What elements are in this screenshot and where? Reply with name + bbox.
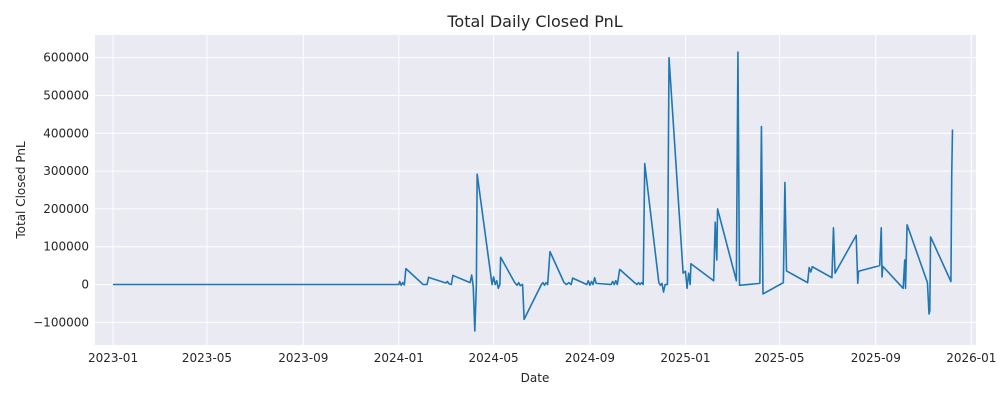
y-tick-label: 200000 (43, 202, 89, 216)
y-tick-label: 500000 (43, 88, 89, 102)
plot-area (95, 35, 976, 345)
series-layer (113, 51, 954, 332)
x-tick-label: 2023-01 (88, 351, 138, 365)
x-tick-label: 2023-05 (182, 351, 232, 365)
y-tick-label: −100000 (33, 315, 89, 329)
x-tick-label: 2024-05 (469, 351, 519, 365)
y-tick-label: 300000 (43, 164, 89, 178)
x-tick-label: 2025-09 (851, 351, 901, 365)
x-tick-label: 2026-01 (946, 351, 996, 365)
y-tick-label: 400000 (43, 126, 89, 140)
x-axis-label: Date (521, 371, 550, 385)
y-axis-ticks: −100000 0 100000 200000 300000 400000 500000 60… (33, 51, 89, 330)
series-line (113, 51, 954, 332)
x-axis-ticks: 2023-01 2023-05 2023-09 2024-01 2024-05 2024-… (88, 351, 996, 365)
x-tick-label: 2023-09 (278, 351, 328, 365)
y-axis-label: Total Closed PnL (14, 141, 28, 240)
y-tick-label: 600000 (43, 51, 89, 65)
x-tick-label: 2024-01 (374, 351, 424, 365)
chart-title: Total Daily Closed PnL (446, 12, 622, 31)
x-tick-label: 2024-09 (565, 351, 615, 365)
x-tick-label: 2025-01 (660, 351, 710, 365)
y-tick-label: 100000 (43, 240, 89, 254)
y-tick-label: 0 (81, 278, 89, 292)
x-tick-label: 2025-05 (754, 351, 804, 365)
